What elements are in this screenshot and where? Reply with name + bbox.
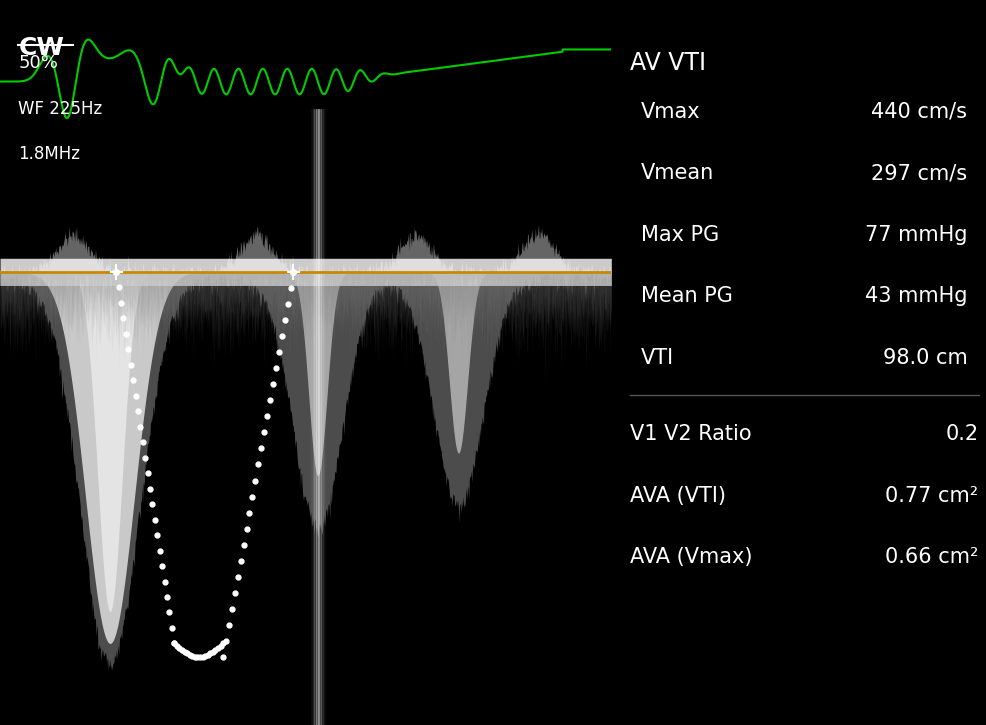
Text: 1.8MHz: 1.8MHz [19, 145, 80, 163]
Text: 0.77 cm²: 0.77 cm² [885, 486, 978, 506]
Text: AV VTI: AV VTI [630, 51, 706, 75]
Text: 297 cm/s: 297 cm/s [872, 163, 967, 183]
Text: Mean PG: Mean PG [641, 286, 734, 307]
Text: CW: CW [19, 36, 64, 60]
Text: 77 mmHg: 77 mmHg [865, 225, 967, 245]
Text: 0.2: 0.2 [946, 424, 978, 444]
Text: Max PG: Max PG [641, 225, 720, 245]
Text: 440 cm/s: 440 cm/s [872, 102, 967, 122]
Text: 50%: 50% [19, 54, 58, 72]
Text: 98.0 cm: 98.0 cm [882, 348, 967, 368]
Text: VTI: VTI [641, 348, 674, 368]
Text: Vmean: Vmean [641, 163, 715, 183]
Text: AVA (Vmax): AVA (Vmax) [630, 547, 752, 568]
Text: Vmax: Vmax [641, 102, 701, 122]
Text: WF 225Hz: WF 225Hz [19, 100, 103, 117]
Text: 43 mmHg: 43 mmHg [865, 286, 967, 307]
Text: AVA (VTI): AVA (VTI) [630, 486, 726, 506]
Text: 0.66 cm²: 0.66 cm² [885, 547, 978, 568]
Text: V1 V2 Ratio: V1 V2 Ratio [630, 424, 751, 444]
